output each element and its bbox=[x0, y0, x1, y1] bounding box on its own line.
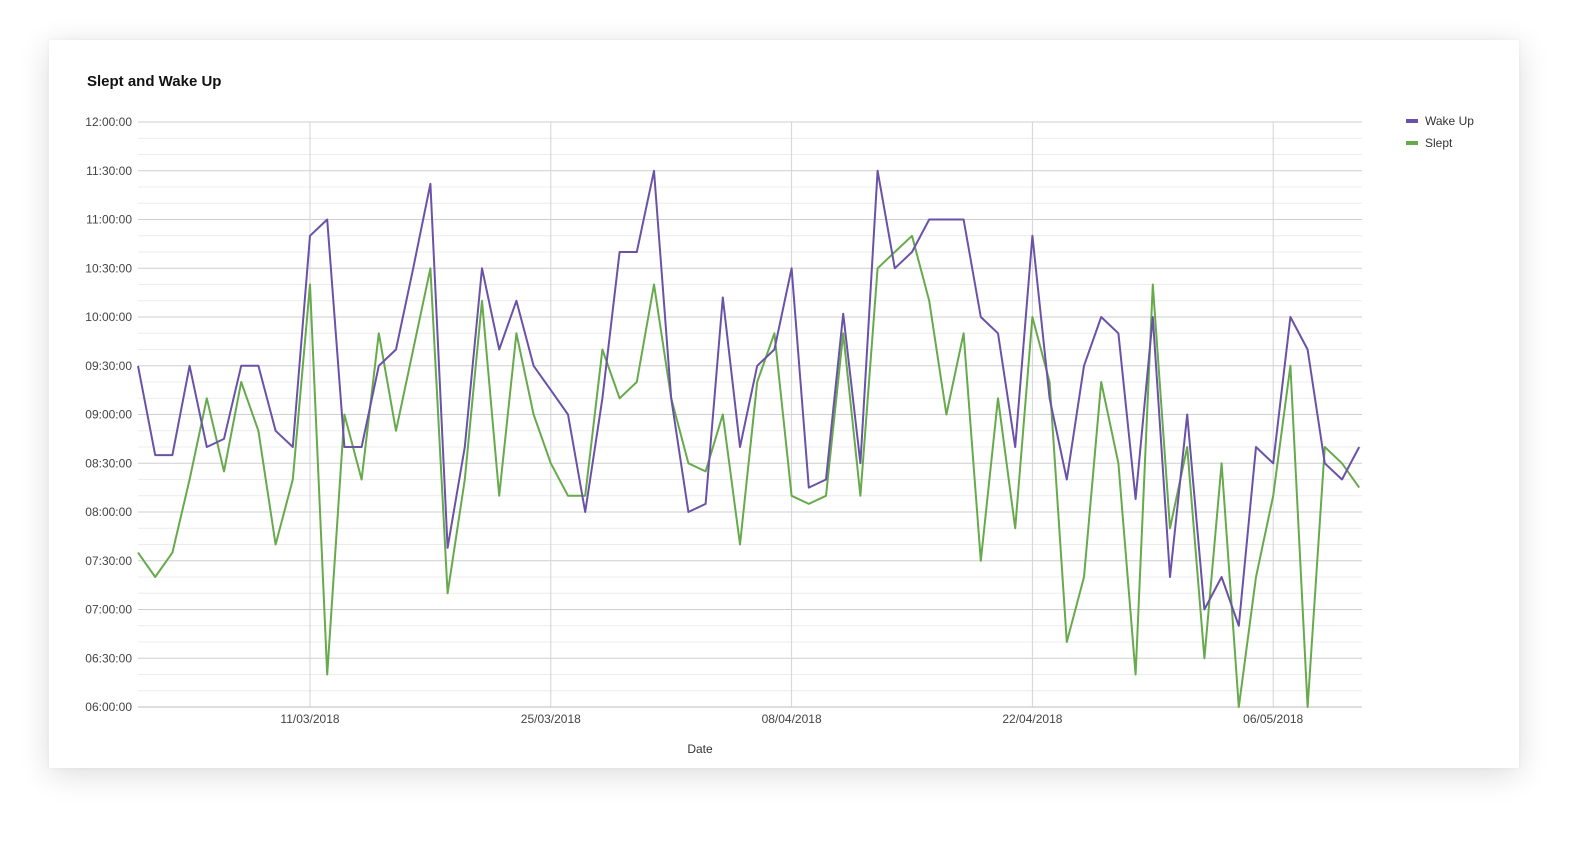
x-axis-title: Date bbox=[687, 742, 713, 756]
y-axis-ticks: 06:00:00 06:30:00 07:00:00 07:30:00 08:00:00… bbox=[85, 115, 132, 714]
chart-title: Slept and Wake Up bbox=[87, 73, 222, 90]
x-tick-label: 22/04/2018 bbox=[1002, 712, 1062, 726]
y-tick-label: 10:00:00 bbox=[85, 310, 132, 324]
x-axis-ticks: 11/03/2018 25/03/2018 08/04/2018 22/04/2018… bbox=[280, 712, 1303, 726]
y-tick-label: 12:00:00 bbox=[85, 115, 132, 129]
y-tick-label: 11:00:00 bbox=[86, 213, 132, 227]
x-tick-label: 11/03/2018 bbox=[280, 712, 339, 726]
y-tick-label: 10:30:00 bbox=[85, 261, 132, 275]
x-tick-label: 08/04/2018 bbox=[762, 712, 822, 726]
legend-swatch bbox=[1406, 119, 1418, 123]
y-tick-label: 09:00:00 bbox=[85, 408, 132, 422]
legend-label: Wake Up bbox=[1425, 114, 1474, 128]
legend-swatch bbox=[1406, 141, 1418, 145]
y-tick-label: 09:30:00 bbox=[85, 359, 132, 373]
y-tick-label: 07:30:00 bbox=[85, 554, 132, 568]
chart-card: Slept and Wake Up 06:00:00 06:30:00 07:00:… bbox=[49, 40, 1519, 768]
series-line-wake-up bbox=[137, 169, 1361, 627]
series-line-slept bbox=[137, 234, 1361, 708]
y-tick-label: 06:30:00 bbox=[85, 651, 132, 665]
y-tick-label: 08:30:00 bbox=[85, 456, 132, 470]
line-chart: 06:00:00 06:30:00 07:00:00 07:30:00 08:00:00… bbox=[85, 114, 1474, 756]
y-tick-label: 07:00:00 bbox=[85, 603, 132, 617]
x-tick-label: 25/03/2018 bbox=[521, 712, 581, 726]
y-tick-label: 11:30:00 bbox=[86, 164, 132, 178]
y-tick-label: 06:00:00 bbox=[85, 700, 132, 714]
gridlines bbox=[138, 121, 1362, 708]
y-tick-label: 08:00:00 bbox=[85, 505, 132, 519]
legend-label: Slept bbox=[1425, 136, 1453, 150]
series-lines bbox=[137, 169, 1361, 708]
legend: Wake Up Slept bbox=[1406, 114, 1474, 150]
x-tick-label: 06/05/2018 bbox=[1243, 712, 1303, 726]
